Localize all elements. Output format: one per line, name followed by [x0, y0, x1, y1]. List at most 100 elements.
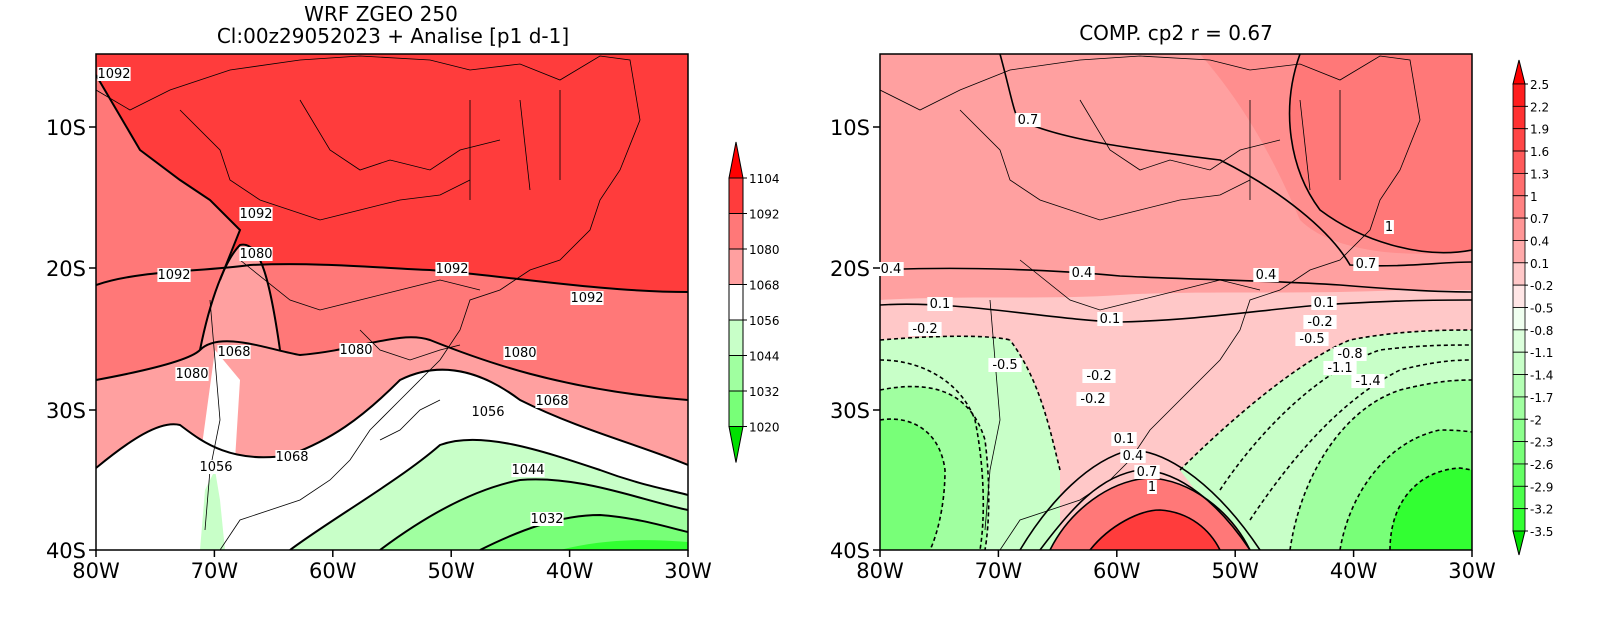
right-contour-label: -0.5: [992, 358, 1017, 373]
left-colorbar-swatch: [728, 355, 744, 392]
left-colorbar-label: 1080: [749, 243, 780, 257]
right-colorbar-swatch: [1512, 329, 1526, 353]
left-contour-label-bg: [199, 460, 233, 474]
right-contour-label: -0.2: [912, 322, 937, 337]
right-contour-label: 0.4: [1123, 449, 1144, 464]
left-contour-lines: [96, 74, 688, 550]
right-contour-label-bg: [1120, 449, 1146, 463]
right-contour-label-bg: [1134, 465, 1160, 479]
left-x-tick-label: 30W: [664, 559, 712, 583]
right-colorbar-swatch: [1512, 150, 1526, 174]
right-contour-label: 0.1: [1314, 296, 1335, 311]
right-colorbar-label: 1.6: [1530, 145, 1549, 159]
right-y-tick-label: 10S: [830, 116, 870, 140]
left-contour-label: 1080: [239, 247, 272, 262]
left-colorbar-swatch: [728, 390, 744, 427]
right-colorbar-label: -3.5: [1530, 525, 1553, 539]
right-contour-label-bg: [988, 358, 1022, 372]
left-contour-label-bg: [511, 463, 545, 477]
right-map-panel: COMP. cp2 r = 0.67: [830, 21, 1553, 583]
left-x-tick-label: 50W: [427, 559, 475, 583]
right-colorbar: 2.5 2.2 1.9 1.6 1.3 1 0.7 0.4 0.1 -0.2 -0.5 -0.8 -1.…: [1512, 59, 1553, 556]
left-contour-label-bg: [239, 247, 273, 261]
right-colorbar-swatch: [1512, 374, 1526, 398]
right-contour-label: 0.4: [1072, 266, 1093, 281]
right-x-tick-label: 80W: [856, 559, 904, 583]
right-contour-label: 0.7: [1018, 113, 1039, 128]
right-contour-label-bg: [1082, 369, 1116, 383]
left-contour-label-bg: [435, 262, 469, 276]
left-title-line2: Cl:00z29052023 + Analise [p1 d-1]: [217, 24, 569, 48]
right-colorbar-label: -1.7: [1530, 391, 1553, 405]
right-contour-label: 0.4: [1256, 268, 1277, 283]
left-contour-label-bg: [97, 67, 131, 81]
right-colorbar-label: -0.2: [1530, 279, 1553, 293]
right-contour-label-bg: [1076, 392, 1110, 406]
right-contour-lines: [880, 54, 1472, 550]
left-colorbar-swatch: [728, 248, 744, 285]
right-contour-labels: 0.710.70.4 0.4 0.40.10.10.1-0.2 -0.2-0.5-0.…: [878, 113, 1394, 495]
right-colorbar-label: 0.1: [1530, 257, 1549, 271]
right-contour-label-bg: [1111, 432, 1137, 446]
left-contour-label-bg: [339, 343, 373, 357]
left-contour-label-bg: [530, 512, 564, 526]
left-contour-label: 1092: [97, 67, 130, 82]
right-colorbar-swatch: [1512, 195, 1526, 219]
left-contour-label-bg: [239, 207, 273, 221]
right-colorbar-label: -1.4: [1530, 369, 1553, 383]
left-colorbar-swatch: [728, 284, 744, 321]
right-colorbar-label: -2: [1530, 413, 1542, 427]
right-axis-ticks: 80W 70W 60W 50W 40W 30W 10S 20S 30S 40S: [830, 116, 1496, 583]
right-colorbar-label: -2.9: [1530, 480, 1553, 494]
right-contour-label: 1: [1148, 480, 1156, 495]
left-axis-ticks: 80W 70W 60W 50W 40W 30W 10S 20S 30S 40S: [46, 116, 712, 583]
right-filled-contours: [880, 54, 1472, 550]
left-colorbar-swatch: [728, 213, 744, 250]
right-contour-label-bg: [1351, 374, 1385, 388]
right-x-tick-label: 70W: [975, 559, 1023, 583]
left-contour-label-bg: [503, 346, 537, 360]
right-colorbar-label: 0.4: [1530, 234, 1549, 248]
right-contour-label: -0.8: [1337, 347, 1362, 362]
left-x-tick-label: 60W: [309, 559, 357, 583]
right-colorbar-label: -1.1: [1530, 346, 1553, 360]
right-contour-label-bg: [1384, 220, 1394, 234]
right-contour-label: 0.1: [930, 297, 951, 312]
left-contour-label: 1092: [239, 207, 272, 222]
left-colorbar-top-arrow: [728, 141, 744, 179]
right-contour-label: 0.7: [1137, 465, 1158, 480]
right-colorbar-label: 1: [1530, 190, 1538, 204]
left-contour-label-bg: [570, 291, 604, 305]
left-contour-label: 1092: [570, 291, 603, 306]
right-colorbar-swatch: [1512, 105, 1526, 130]
left-contour-label: 1044: [511, 463, 544, 478]
right-title: COMP. cp2 r = 0.67: [1079, 21, 1273, 45]
left-coastline-borders: [96, 55, 641, 550]
right-colorbar-swatch: [1512, 217, 1526, 241]
left-map-panel: WRF ZGEO 250 Cl:00z29052023 + Analise [p…: [46, 2, 780, 583]
right-contour-label-bg: [1333, 347, 1367, 361]
right-y-tick-label: 20S: [830, 257, 870, 281]
right-contour-label: 1: [1385, 220, 1393, 235]
left-colorbar-label: 1044: [749, 350, 780, 364]
left-contour-label-bg: [217, 345, 251, 359]
right-colorbar-label: -3.2: [1530, 503, 1553, 517]
left-contour-label-bg: [471, 405, 505, 419]
right-contour-label-bg: [908, 322, 942, 336]
right-contour-label: 0.1: [1114, 432, 1135, 447]
left-contour-label-bg: [275, 450, 309, 464]
left-contour-label-bg: [175, 367, 209, 381]
left-x-tick-label: 70W: [191, 559, 239, 583]
left-y-tick-label: 30S: [46, 399, 86, 423]
right-contour-label: -1.1: [1327, 361, 1352, 376]
right-contour-label-bg: [878, 262, 904, 276]
right-contour-label-bg: [1311, 296, 1337, 310]
right-colorbar-swatch: [1512, 307, 1526, 331]
left-contour-label: 1056: [471, 405, 504, 420]
right-colorbar-swatch: [1512, 83, 1526, 107]
left-contour-label: 1080: [175, 367, 208, 382]
left-colorbar-label: 1056: [749, 314, 780, 328]
left-contour-label: 1092: [157, 268, 190, 283]
right-colorbar-swatch: [1512, 262, 1526, 286]
